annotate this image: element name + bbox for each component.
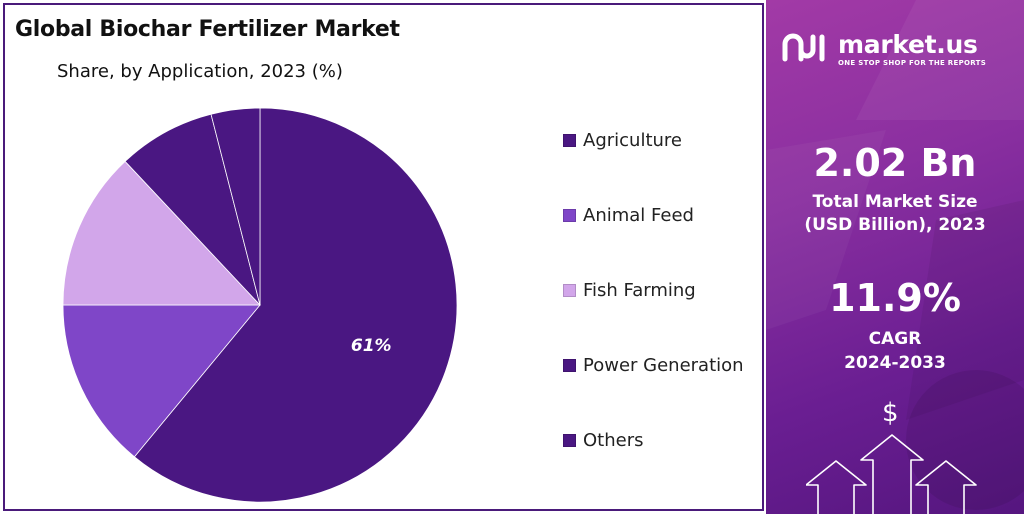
legend-label: Others — [583, 429, 644, 451]
pie-slice-agriculture — [133, 107, 458, 503]
brand-name: market.us — [838, 30, 978, 59]
pie-slice-power-generation — [124, 113, 261, 306]
legend-item-fish-farming: Fish Farming — [563, 278, 696, 302]
pie-slice-animal-feed — [62, 304, 261, 458]
legend-item-agriculture: Agriculture — [563, 128, 682, 152]
market-size-value: 2.02 Bn — [813, 141, 977, 185]
legend-item-power-generation: Power Generation — [563, 353, 744, 377]
legend-swatch — [563, 433, 576, 447]
cagr-label: CAGR — [868, 329, 922, 349]
pie-chart: 61% — [62, 107, 458, 503]
background-decoration — [766, 0, 1024, 510]
chart-title: Global Biochar Fertilizer Market — [15, 17, 400, 42]
legend-swatch — [563, 358, 576, 372]
legend-label: Power Generation — [583, 354, 744, 376]
legend-label: Fish Farming — [583, 279, 696, 301]
pie-data-label-agriculture: 61% — [351, 336, 392, 356]
legend-swatch — [563, 133, 576, 147]
cagr-value: 11.9% — [829, 276, 961, 320]
dollar-icon: $ — [882, 398, 899, 428]
market-size-label-line-2: (USD Billion), 2023 — [804, 215, 986, 235]
cagr-period: 2024-2033 — [844, 353, 946, 373]
info-panel: market.us ONE STOP SHOP FOR THE REPORTS … — [766, 0, 1024, 514]
brand: market.us ONE STOP SHOP FOR THE REPORTS — [782, 30, 1012, 70]
chart-panel: Global Biochar Fertilizer Market Share, … — [3, 3, 764, 511]
legend-label: Animal Feed — [583, 204, 694, 226]
legend-label: Agriculture — [583, 129, 682, 151]
growth-arrows-icon — [806, 434, 977, 514]
brand-tagline: ONE STOP SHOP FOR THE REPORTS — [838, 59, 987, 67]
legend-item-others: Others — [563, 428, 644, 452]
legend-swatch — [563, 283, 576, 297]
legend-swatch — [563, 208, 576, 222]
pie-slice-fish-farming — [62, 160, 261, 306]
market-us-logo-icon — [782, 33, 825, 62]
legend-item-animal-feed: Animal Feed — [563, 203, 694, 227]
chart-subtitle: Share, by Application, 2023 (%) — [57, 61, 343, 82]
pie-slice-others — [210, 107, 261, 306]
market-size-label-line-1: Total Market Size — [812, 192, 978, 212]
